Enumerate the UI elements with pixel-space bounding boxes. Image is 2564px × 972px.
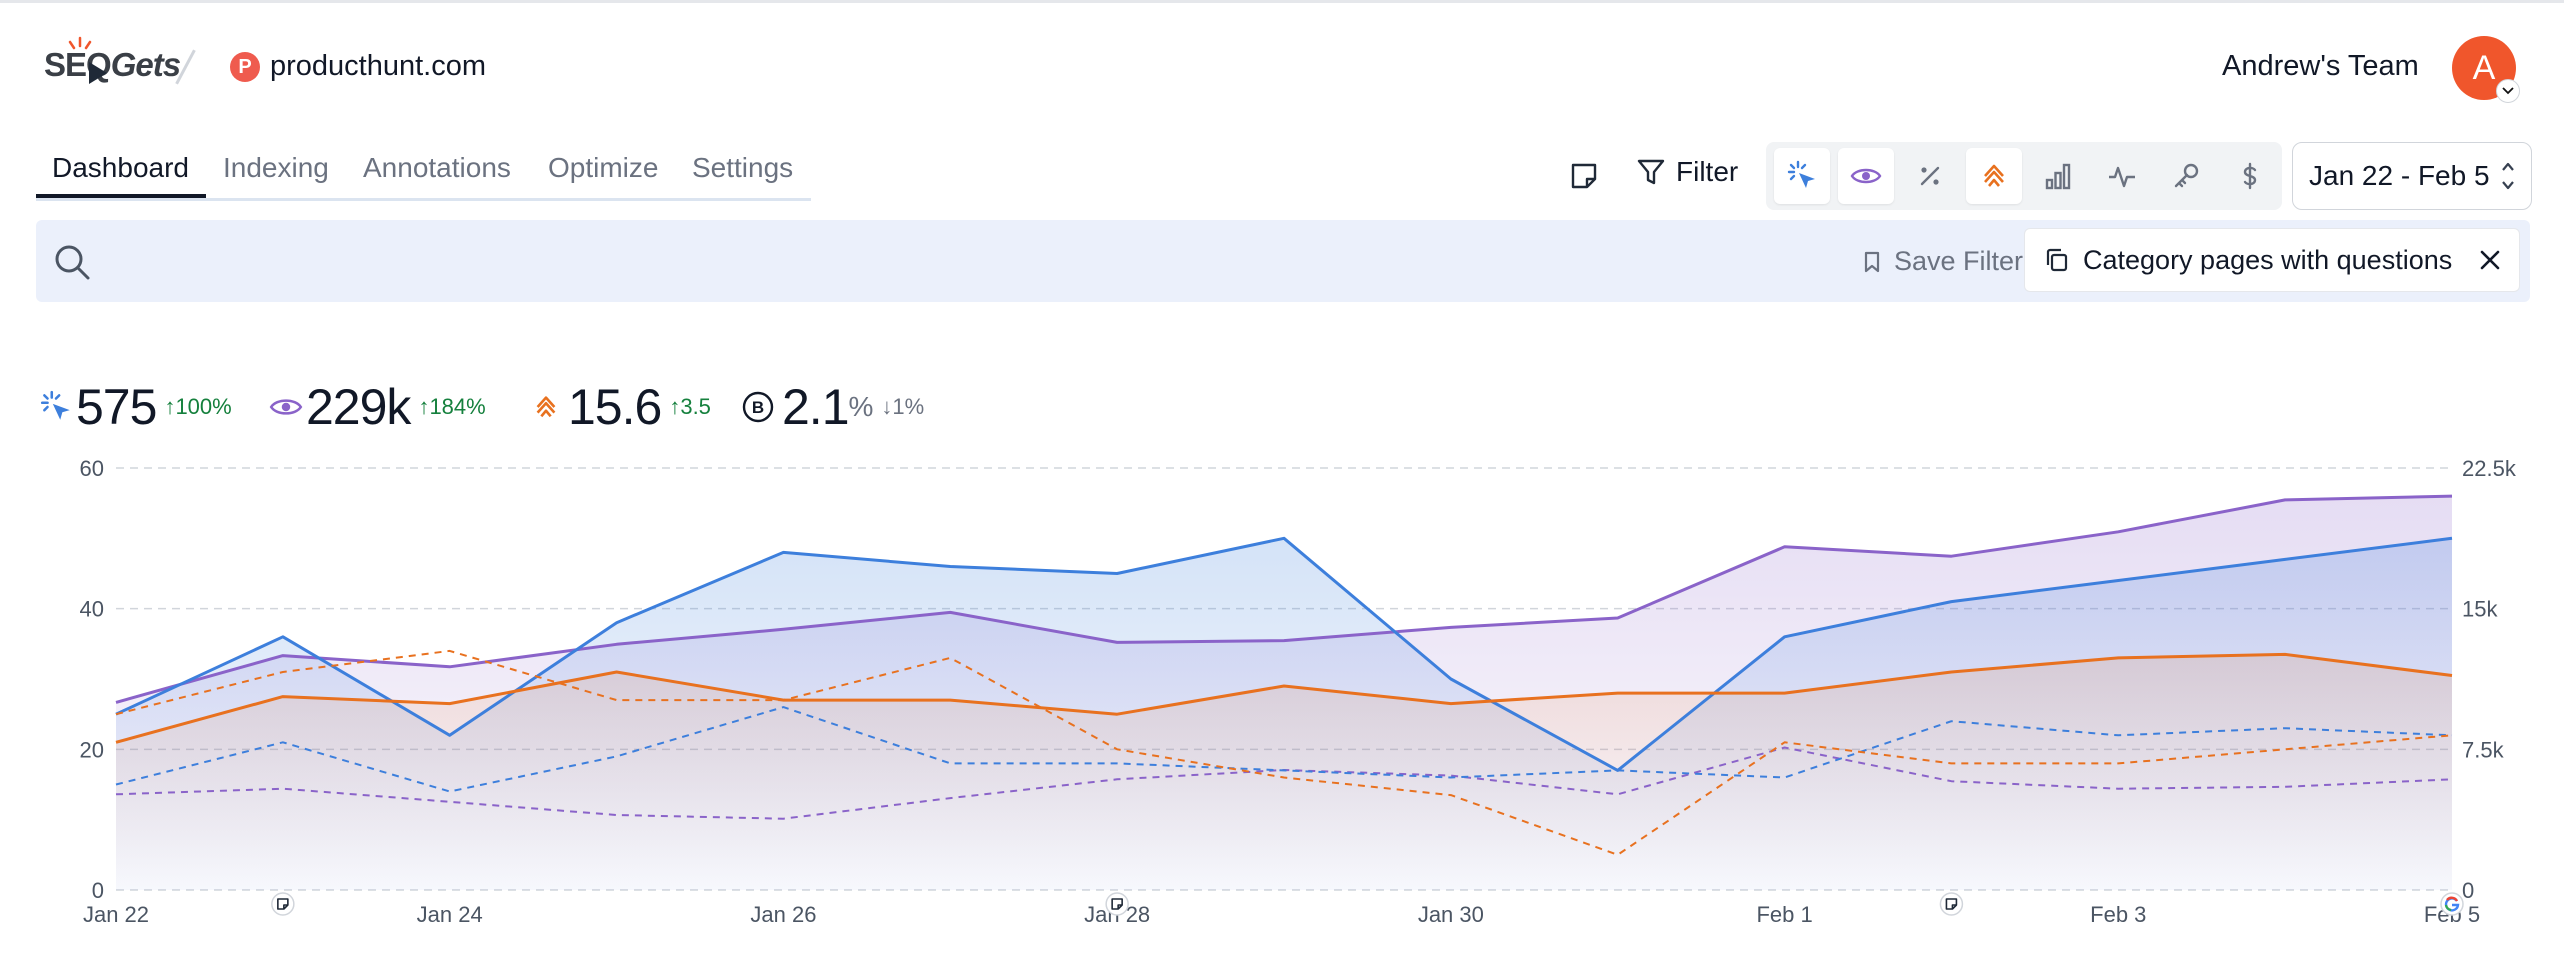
x-tick-label: Jan 26 — [750, 902, 816, 927]
y-right-tick-label: 0 — [2462, 878, 2474, 903]
active-tab-indicator — [36, 194, 206, 198]
y-left-tick-label: 40 — [80, 597, 104, 622]
metric-pulse-toggle[interactable] — [2094, 148, 2150, 204]
key-icon — [2174, 163, 2199, 188]
save-filter-label: Save Filter — [1894, 246, 2024, 276]
tab-indexing[interactable]: Indexing — [223, 152, 329, 183]
site-favicon: P — [230, 52, 260, 82]
y-right-tick-label: 15k — [2462, 597, 2498, 622]
pulse-icon — [2109, 166, 2135, 188]
y-right-tick-label: 22.5k — [2462, 456, 2517, 481]
stat-clicks: 575 ↑100% — [38, 378, 232, 436]
bar-chart-icon — [2045, 163, 2071, 190]
stat-clicks-delta-value: 100% — [175, 394, 232, 419]
percent-icon — [1920, 166, 1940, 186]
metric-bars-toggle[interactable] — [2030, 148, 2086, 204]
filter-label: Filter — [1676, 156, 1739, 187]
series-line-position_prev[interactable] — [115, 649, 2453, 856]
x-tick-label: Feb 3 — [2090, 902, 2146, 927]
save-filter-button[interactable]: Save Filter — [1862, 246, 2023, 277]
eye-icon — [269, 399, 303, 415]
stat-ctr-delta-value: 1% — [892, 394, 925, 419]
series-area-position — [116, 654, 2452, 890]
logo-play-icon — [89, 62, 107, 84]
x-tick-label: Jan 22 — [83, 902, 149, 927]
metric-position-toggle[interactable] — [1966, 148, 2022, 204]
team-name[interactable]: Andrew's Team — [2222, 50, 2419, 82]
close-icon[interactable] — [2477, 247, 2503, 273]
chevron-updown-icon — [2502, 162, 2514, 190]
dollar-icon — [2243, 162, 2257, 190]
stat-impressions-delta: ↑184% — [418, 394, 486, 419]
stat-position-value: 15.6 — [568, 379, 662, 435]
clicks-icon — [40, 390, 70, 420]
x-tick-label: Feb 1 — [1756, 902, 1812, 927]
stat-ctr: B 2.1 % ↓1% — [740, 378, 924, 436]
series-line-position[interactable] — [115, 652, 2453, 744]
logo-text-gets: Gets — [110, 46, 181, 83]
filter-icon — [1637, 159, 1665, 185]
y-left-tick-label: 60 — [80, 456, 104, 481]
active-filter-chip[interactable]: Category pages with questions — [2024, 228, 2520, 292]
bookmark-icon — [1864, 251, 1880, 272]
stat-ctr-value: 2.1 — [782, 379, 850, 435]
tab-settings[interactable]: Settings — [692, 152, 794, 183]
annotation-marker-icon[interactable] — [271, 892, 295, 916]
eye-icon — [1850, 168, 1882, 184]
metric-toggle-group — [1766, 142, 2282, 210]
stat-ctr-delta: ↓1% — [881, 394, 925, 419]
logo-spark-icon — [68, 36, 92, 50]
series-line-impressions[interactable] — [115, 494, 2453, 704]
chevron-down-icon[interactable] — [2496, 79, 2520, 103]
annotation-marker-icon[interactable] — [1105, 892, 1129, 916]
metric-clicks-toggle[interactable] — [1774, 148, 1830, 204]
metric-keywords-toggle[interactable] — [2158, 148, 2214, 204]
stat-position-delta: ↑3.5 — [669, 394, 711, 419]
stat-clicks-value: 575 — [76, 379, 157, 435]
top-divider — [0, 0, 2564, 3]
y-left-tick-label: 20 — [80, 737, 104, 762]
y-right-tick-label: 7.5k — [2462, 737, 2505, 762]
google-update-icon[interactable] — [2440, 892, 2464, 916]
stat-position: 15.6 ↑3.5 — [532, 378, 711, 436]
x-tick-label: Jan 30 — [1418, 902, 1484, 927]
active-filter-label: Category pages with questions — [2083, 244, 2453, 275]
stat-impressions-value: 229k — [306, 379, 411, 435]
search-filter-bar[interactable]: Save Filter Category pages with question… — [36, 220, 2530, 302]
stat-position-delta-value: 3.5 — [680, 394, 711, 419]
date-range-picker[interactable]: Jan 22 - Feb 5 — [2292, 142, 2532, 210]
tab-dashboard[interactable]: Dashboard — [52, 152, 189, 183]
series-line-clicks_prev[interactable] — [115, 706, 2453, 793]
date-range-label: Jan 22 - Feb 5 — [2309, 160, 2490, 191]
tab-annotations[interactable]: Annotations — [363, 152, 511, 183]
metric-revenue-toggle[interactable] — [2222, 148, 2278, 204]
position-chevron-icon — [1984, 164, 2004, 187]
main-tabs: Dashboard Indexing Annotations Optimize … — [36, 146, 811, 201]
annotation-note-icon[interactable] — [1568, 160, 1600, 192]
annotation-marker-icon[interactable] — [1939, 892, 1964, 916]
stat-clicks-delta: ↑100% — [164, 394, 232, 419]
site-selector[interactable]: producthunt.com — [270, 50, 487, 82]
x-tick-label: Jan 24 — [417, 902, 483, 927]
stat-ctr-unit: % — [848, 391, 874, 422]
stat-impressions: 229k ↑184% — [268, 378, 486, 436]
logo-text-se: SE — [44, 46, 87, 83]
metric-impressions-toggle[interactable] — [1838, 148, 1894, 204]
copy-icon — [2046, 248, 2068, 272]
metric-ctr-toggle[interactable] — [1902, 148, 1958, 204]
series-line-clicks[interactable] — [115, 536, 2453, 772]
performance-chart[interactable]: 0 20 40 60 0 7.5k 15k 22.5k Jan 22 Jan 24 Jan 26 Ja… — [0, 440, 2564, 940]
stat-impressions-delta-value: 184% — [429, 394, 486, 419]
tab-optimize[interactable]: Optimize — [548, 152, 659, 183]
y-left-tick-label: 0 — [92, 878, 104, 903]
filter-button[interactable]: Filter — [1636, 156, 1738, 188]
position-chevron-icon — [536, 396, 556, 418]
svg-text:B: B — [752, 398, 764, 417]
search-icon[interactable] — [52, 242, 92, 282]
clicks-icon — [1787, 160, 1815, 188]
logo[interactable]: SE Q Gets — [44, 40, 181, 90]
ctr-circle-icon: B — [742, 391, 774, 423]
